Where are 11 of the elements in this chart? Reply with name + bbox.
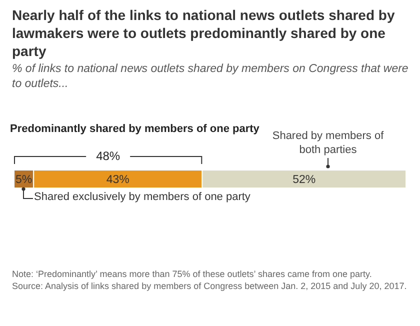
text: Predominantly shared by members of one party [10,123,260,135]
data-label: 52% [292,174,316,186]
text: 48% [95,149,122,163]
source-note: Source: Analysis of links shared by members of Congress between Jan. 2, 2015 and July 20, 2017. [12,281,407,291]
data-label: 5% [15,174,32,186]
text: Shared exclusively by members of one party [34,191,250,203]
data-label: 43% [106,174,130,186]
chart-title: Nearly half of the links to national news outlets shared by lawmakers were to outlets predominantly shared by one party [12,6,396,60]
text: Note: ‘Predominantly’ means more than 75% of these outlets’ shares came from one party. [12,269,372,279]
text: Shared by members of both parties [271,129,385,157]
chart-subtitle: % of links to national news outlets shared by members on Congress that were to outlets... [12,62,410,92]
